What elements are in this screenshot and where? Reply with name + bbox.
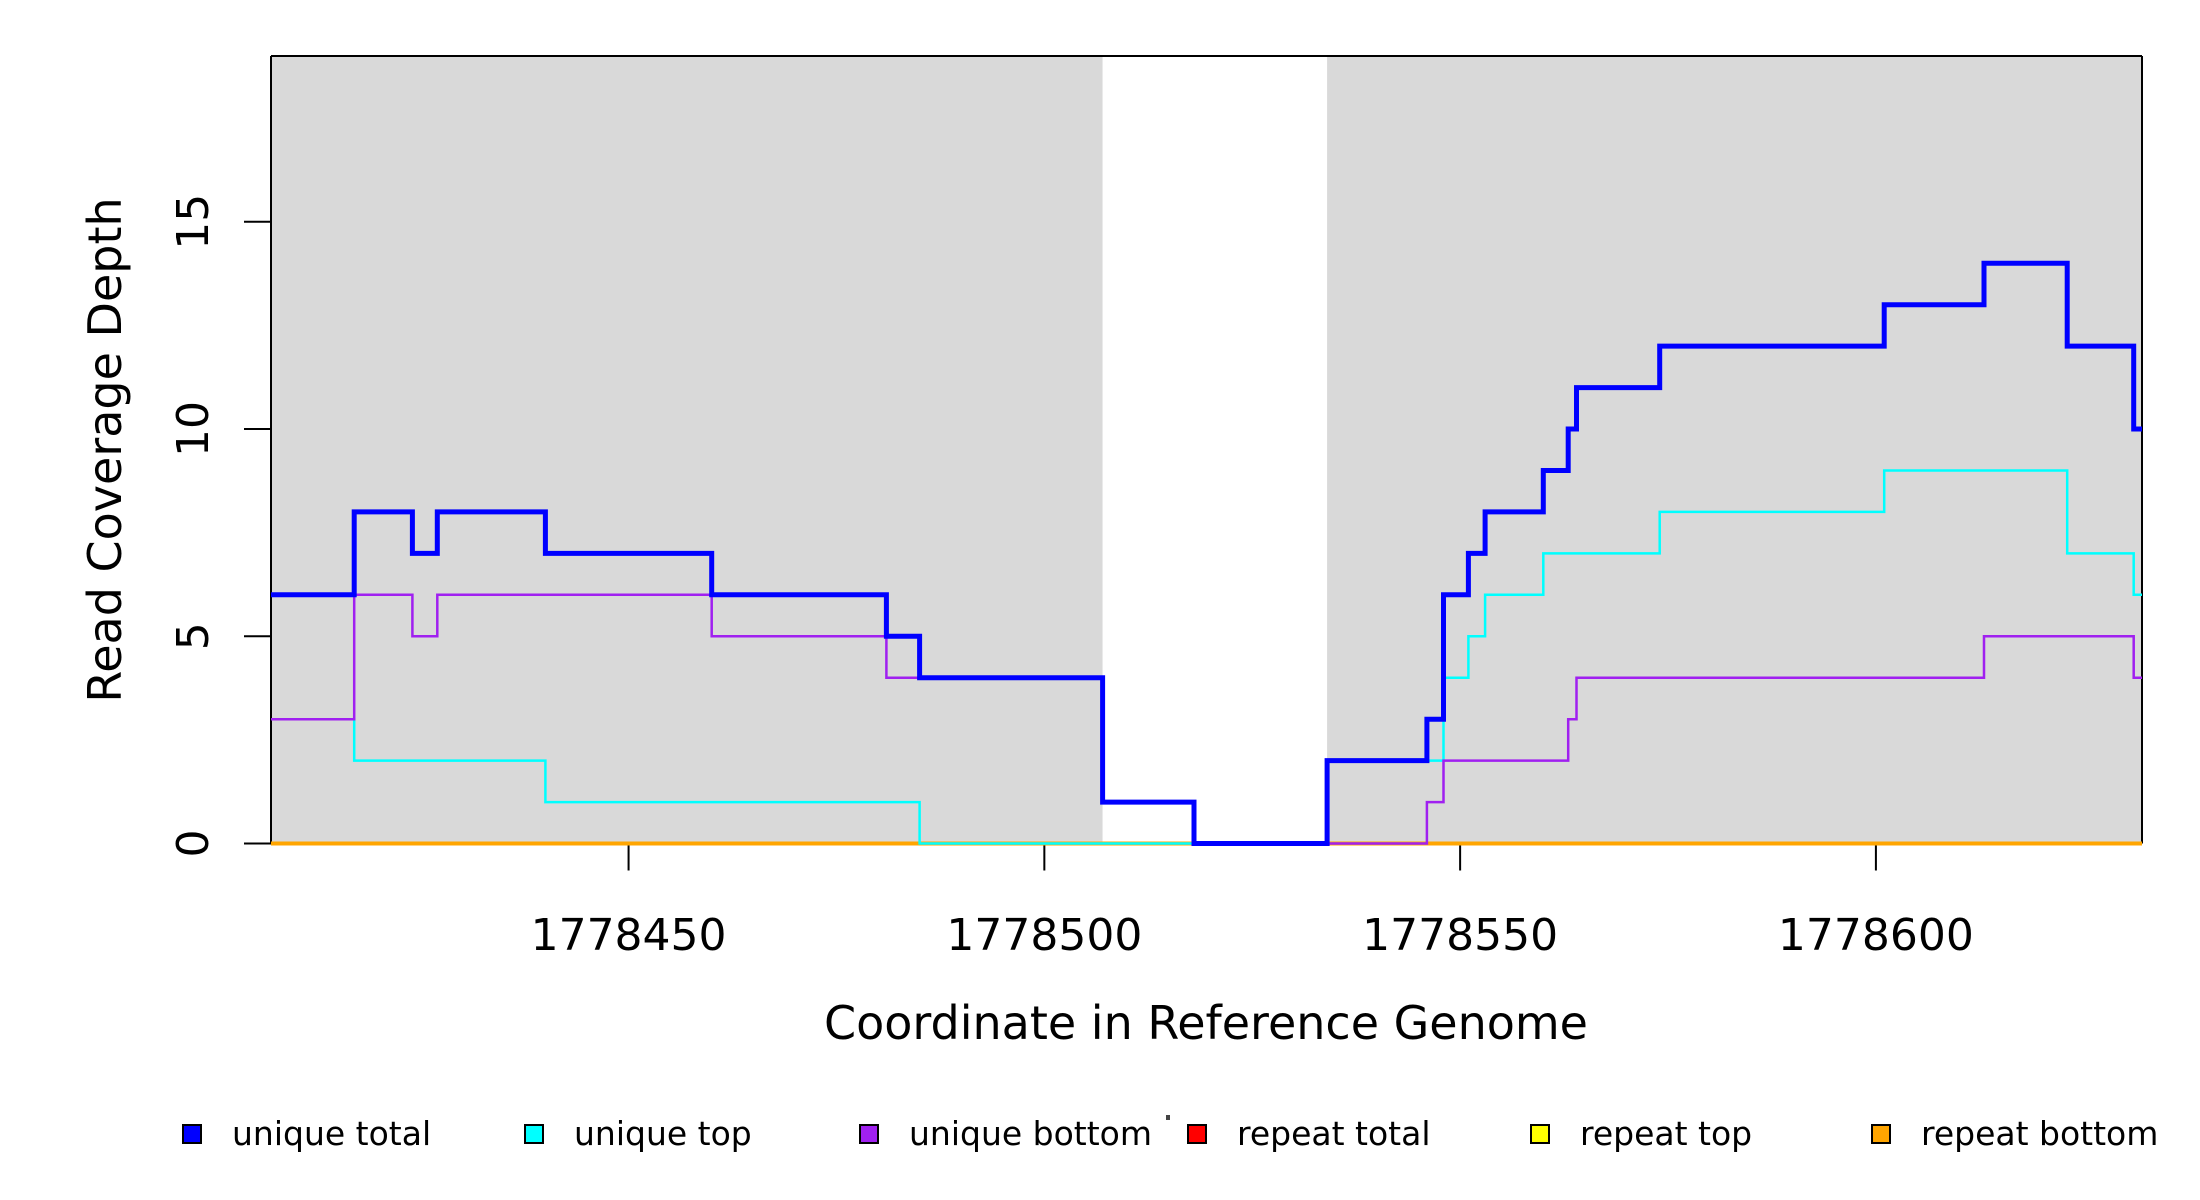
series-line-unique-top bbox=[271, 469, 2142, 845]
x-tick-label: 1778500 bbox=[946, 910, 1142, 961]
x-tick-label: 1778550 bbox=[1362, 910, 1558, 961]
y-tick-label: 10 bbox=[168, 401, 219, 457]
x-tick-label: 1778600 bbox=[1778, 910, 1974, 961]
y-axis-title: Read Coverage Depth bbox=[78, 197, 132, 703]
y-tick-label: 0 bbox=[168, 830, 219, 858]
y-tick-label: 15 bbox=[168, 194, 219, 250]
x-tick-label: 1778450 bbox=[531, 910, 727, 961]
masked-region-right bbox=[1327, 56, 2142, 844]
y-tick-label: 5 bbox=[168, 622, 219, 650]
series-line-unique-total bbox=[271, 260, 2142, 846]
x-axis-title: Coordinate in Reference Genome bbox=[824, 996, 1588, 1050]
masked-region-left bbox=[271, 56, 1103, 844]
stray-dot-artifact bbox=[1166, 1115, 1170, 1120]
